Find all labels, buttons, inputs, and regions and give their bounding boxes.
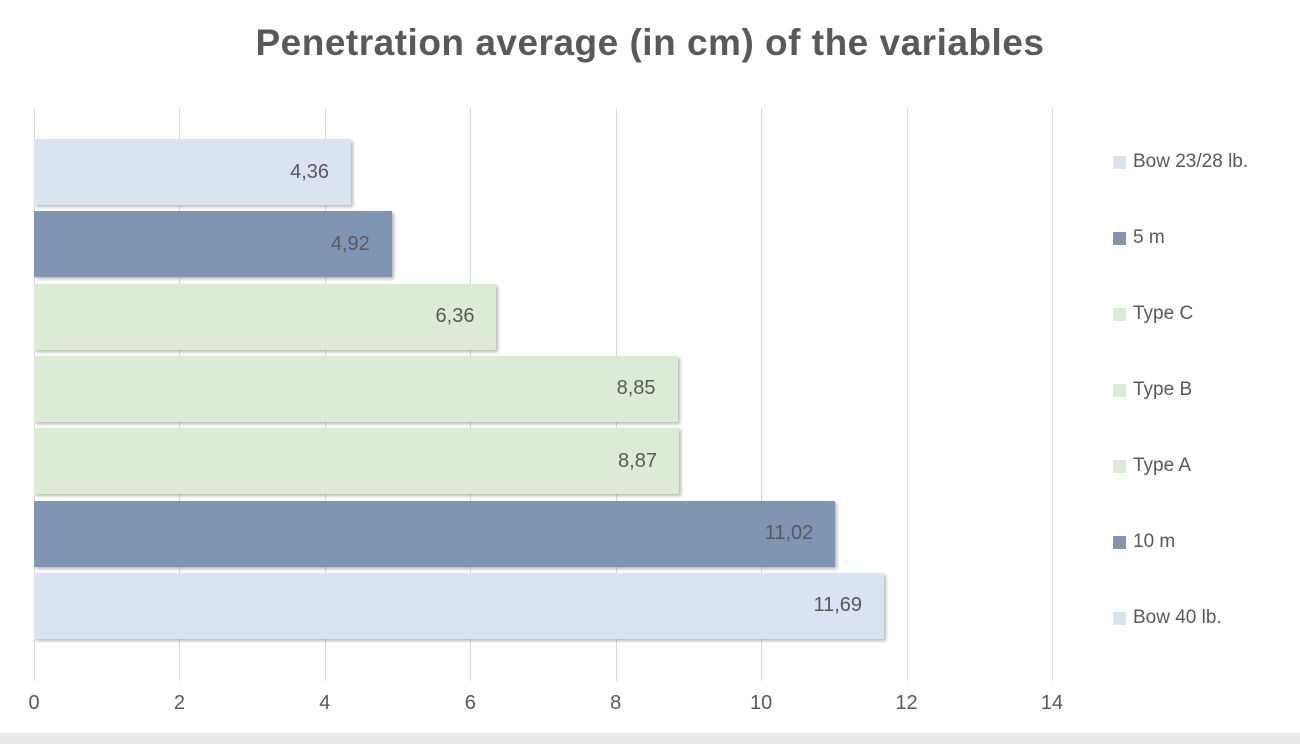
legend-label: Bow 23/28 lb. xyxy=(1133,151,1249,172)
x-tick-label-0: 0 xyxy=(28,692,40,714)
legend-swatch-icon xyxy=(1113,155,1126,169)
legend-swatch-icon xyxy=(1113,307,1126,321)
legend-item-type-a: Type A xyxy=(1113,454,1191,478)
bar-value-label: 8,85 xyxy=(616,377,656,400)
legend-label: 5 m xyxy=(1133,227,1165,248)
legend-label: 10 m xyxy=(1133,531,1176,552)
bar-5-m: 4,92 xyxy=(34,211,392,278)
x-tick-label-6: 6 xyxy=(464,692,476,714)
chart-title: Penetration average (in cm) of the varia… xyxy=(255,22,1045,63)
legend-label: Bow 40 lb. xyxy=(1133,607,1222,628)
bar-value-label: 11,69 xyxy=(813,594,863,617)
legend-item-5-m: 5 m xyxy=(1113,226,1165,250)
legend-swatch-icon xyxy=(1113,459,1126,473)
x-tick-label-4: 4 xyxy=(319,692,331,714)
x-tick-label-8: 8 xyxy=(610,692,622,714)
bar-value-label: 6,36 xyxy=(435,305,475,328)
bar-10-m: 11,02 xyxy=(34,500,836,567)
legend-label: Type C xyxy=(1133,303,1194,324)
bar-bow-23-28-lb: 4,36 xyxy=(34,139,352,205)
legend-swatch-icon xyxy=(1113,231,1126,245)
bar-value-label: 11,02 xyxy=(764,522,814,544)
legend-item-bow-40-lb: Bow 40 lb. xyxy=(1113,606,1222,630)
bar-value-label: 4,92 xyxy=(330,232,370,255)
legend-item-type-c: Type C xyxy=(1113,302,1193,326)
x-tick-label-14: 14 xyxy=(1040,692,1064,714)
gridline-x-14 xyxy=(1052,108,1053,681)
bar-bow-40-lb: 11,69 xyxy=(34,572,885,639)
legend-swatch-icon xyxy=(1113,383,1126,397)
x-axis: 0 2 4 6 8 10 12 14 xyxy=(0,692,1300,722)
legend-swatch-icon xyxy=(1113,611,1126,625)
gridline-x-10 xyxy=(761,108,763,681)
window-bottom-strip xyxy=(0,733,1300,744)
gridline-x-12 xyxy=(906,108,908,681)
x-tick-label-12: 12 xyxy=(895,692,918,714)
bar-type-b: 8,85 xyxy=(34,355,678,422)
legend-item-10-m: 10 m xyxy=(1113,530,1175,554)
x-tick-label-2: 2 xyxy=(173,692,185,714)
legend-label: Type A xyxy=(1133,455,1192,476)
bar-type-a: 8,87 xyxy=(34,428,679,495)
bar-value-label: 8,87 xyxy=(618,449,657,472)
legend-item-bow-23-28-lb: Bow 23/28 lb. xyxy=(1113,150,1248,174)
bar-value-label: 4,36 xyxy=(290,160,330,183)
bar-type-c: 6,36 xyxy=(34,283,497,350)
plot-area: 4,36 4,92 6,36 8,85 8,87 11,02 11,69 xyxy=(34,108,1053,681)
legend-item-type-b: Type B xyxy=(1113,378,1192,402)
x-tick-label-10: 10 xyxy=(750,692,773,714)
legend-label: Type B xyxy=(1133,379,1193,400)
legend-swatch-icon xyxy=(1113,535,1126,549)
